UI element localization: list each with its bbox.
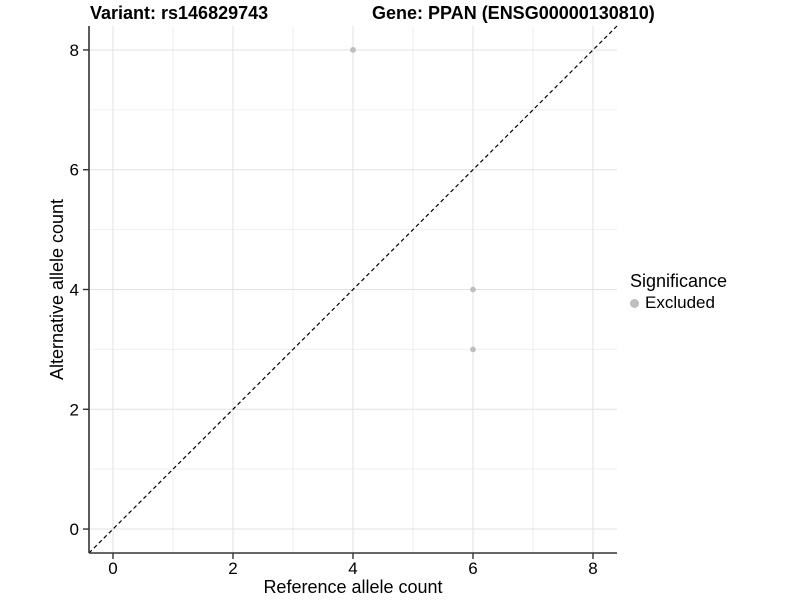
- legend: Significance Excluded: [630, 271, 727, 313]
- data-point: [470, 286, 476, 293]
- y-tick-label: 6: [70, 161, 79, 180]
- y-axis-title: Alternative allele count: [47, 198, 68, 381]
- y-tick-label: 4: [70, 281, 79, 300]
- legend-title: Significance: [630, 271, 728, 291]
- y-axis-title-container: Alternative allele count: [40, 26, 76, 553]
- y-tick-label: 8: [70, 41, 79, 60]
- plot-title-variant: Variant: rs146829743: [90, 3, 269, 23]
- data-point: [470, 346, 476, 353]
- identity-line: [88, 25, 618, 554]
- x-tick-label: 6: [468, 559, 477, 578]
- plot-title-gene: Gene: PPAN (ENSG00000130810): [372, 3, 655, 23]
- x-tick-label: 8: [588, 559, 597, 578]
- data-point: [350, 47, 356, 53]
- y-tick-label: 0: [70, 520, 79, 539]
- legend-point-icon: [630, 298, 639, 308]
- y-tick-label: 2: [70, 400, 79, 419]
- x-tick-label: 4: [348, 559, 357, 578]
- legend-item-label: Excluded: [645, 293, 715, 312]
- x-tick-label: 0: [108, 559, 117, 578]
- x-axis-title: Reference allele count: [263, 577, 443, 597]
- x-tick-label: 2: [228, 559, 237, 578]
- legend-item-excluded: Excluded: [630, 293, 727, 313]
